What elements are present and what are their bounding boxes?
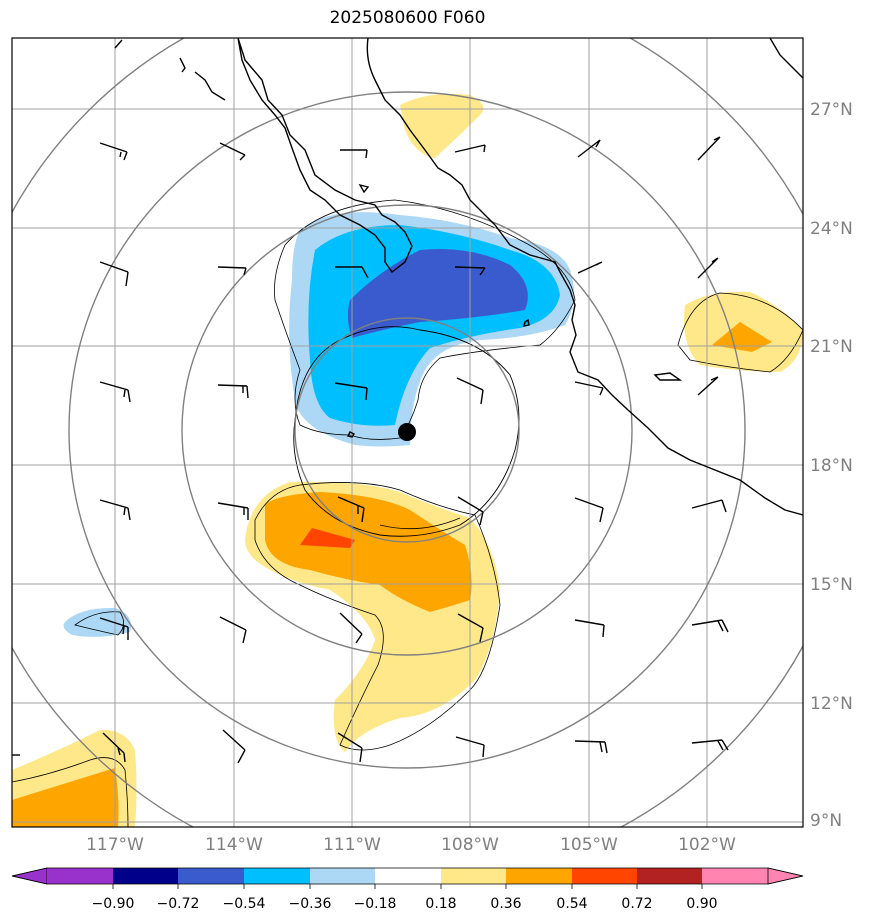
colorbar-tick-label: 0.90 bbox=[686, 896, 717, 912]
colorbar-segment bbox=[244, 868, 310, 884]
lat-label: 9°N bbox=[810, 811, 842, 831]
map-title: 2025080600 F060 bbox=[329, 8, 486, 28]
lat-label: 18°N bbox=[810, 456, 853, 476]
lat-label: 15°N bbox=[810, 575, 853, 595]
lon-label: 117°W bbox=[86, 835, 144, 855]
colorbar-tick-label: −0.54 bbox=[223, 896, 266, 912]
range-rings bbox=[12, 38, 803, 827]
lon-label: 105°W bbox=[560, 835, 618, 855]
wind-barbs bbox=[99, 136, 729, 764]
colorbar-tick-label: 0.54 bbox=[556, 896, 587, 912]
negative-anomaly-shading bbox=[63, 212, 574, 637]
lon-label: 108°W bbox=[441, 835, 499, 855]
lat-label: 21°N bbox=[810, 337, 853, 357]
lat-label: 27°N bbox=[810, 100, 853, 120]
colorbar-tick-label: −0.72 bbox=[157, 896, 200, 912]
longitude-labels: 117°W 114°W 111°W 108°W 105°W 102°W bbox=[86, 835, 736, 855]
map-area bbox=[12, 38, 803, 827]
colorbar-segment bbox=[572, 868, 637, 884]
colorbar-tick-label: −0.18 bbox=[354, 896, 397, 912]
map-frame bbox=[11, 37, 804, 828]
colorbar: −0.90 −0.72 −0.54 −0.36 −0.18 0.18 0.36 … bbox=[11, 867, 804, 912]
colorbar-segment bbox=[637, 868, 702, 884]
colorbar-segment bbox=[441, 868, 506, 884]
colorbar-tick-label: −0.90 bbox=[92, 896, 135, 912]
colorbar-extend-high bbox=[767, 867, 804, 885]
colorbar-segment bbox=[178, 868, 244, 884]
colorbar-tick-label: 0.18 bbox=[425, 896, 456, 912]
colorbar-segment bbox=[506, 868, 572, 884]
colorbar-segment bbox=[702, 868, 768, 884]
colorbar-segment bbox=[375, 868, 441, 884]
latitude-labels: 27°N 24°N 21°N 18°N 15°N 12°N 9°N bbox=[810, 100, 853, 831]
lon-label: 114°W bbox=[205, 835, 263, 855]
colorbar-segment bbox=[47, 868, 113, 884]
colorbar-segment bbox=[310, 868, 375, 884]
storm-center-marker bbox=[398, 423, 416, 441]
colorbar-extend-low bbox=[11, 867, 48, 885]
lon-label: 102°W bbox=[678, 835, 736, 855]
positive-anomaly-shading bbox=[12, 93, 803, 827]
coastlines bbox=[12, 38, 803, 756]
graticule bbox=[12, 38, 803, 827]
colorbar-tick-label: 0.36 bbox=[490, 896, 521, 912]
colorbar-segment bbox=[113, 868, 178, 884]
colorbar-tick-label: −0.36 bbox=[289, 896, 332, 912]
lat-label: 12°N bbox=[810, 694, 853, 714]
lon-label: 111°W bbox=[323, 835, 381, 855]
lat-label: 24°N bbox=[810, 219, 853, 239]
colorbar-tick-label: 0.72 bbox=[621, 896, 652, 912]
